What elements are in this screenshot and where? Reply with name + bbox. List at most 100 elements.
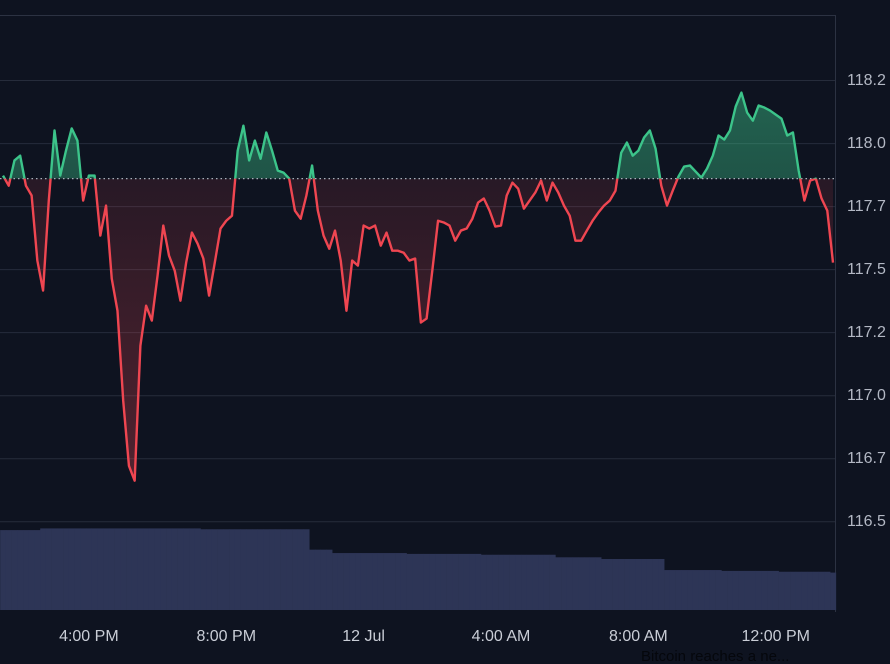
volume-bar (521, 554, 528, 610)
y-tick-label: 116.7 (847, 450, 886, 467)
y-tick-label: 117.2 (847, 324, 886, 341)
volume-bar (566, 557, 573, 610)
volume-bar (217, 529, 224, 610)
volume-bar (818, 571, 825, 610)
volume-bar (572, 557, 579, 610)
volume-bar (727, 570, 734, 610)
volume-bar (114, 528, 121, 610)
volume-bar (669, 570, 676, 610)
volume-bar (440, 553, 447, 610)
volume-bar (646, 559, 653, 610)
volume-bar (200, 529, 207, 610)
volume-bar (229, 529, 236, 610)
volume-bar (418, 553, 425, 610)
volume-bar (320, 549, 327, 610)
volume-bar (349, 553, 356, 610)
volume-bar (372, 553, 379, 610)
volume-bar (423, 553, 430, 610)
y-tick-label: 118.2 (847, 72, 886, 89)
volume-bar (74, 528, 81, 610)
volume-bar (429, 553, 436, 610)
volume-bar (446, 553, 453, 610)
volume-bar (360, 553, 367, 610)
volume-bar (269, 529, 276, 610)
volume-bar (286, 529, 293, 610)
volume-bar (206, 529, 213, 610)
volume-bar (641, 559, 648, 610)
volume-bar (750, 570, 757, 610)
areas (3, 92, 833, 481)
volume-bar (297, 529, 304, 610)
volume-bar (40, 528, 47, 610)
price-line-down (3, 178, 835, 482)
volume-bar (389, 553, 396, 610)
volume-bar (709, 570, 716, 610)
volume-bar (589, 557, 596, 610)
volume-bars (0, 528, 837, 610)
volume-bar (532, 554, 539, 610)
volume-bar (755, 570, 762, 610)
volume-bar (355, 553, 362, 610)
volume-bar (767, 570, 774, 610)
volume-bar (618, 559, 625, 610)
volume-bar (280, 529, 287, 610)
volume-bar (274, 529, 281, 610)
volume-bar (126, 528, 133, 610)
volume-bar (189, 528, 196, 610)
volume-bar (171, 528, 178, 610)
volume-bar (5, 530, 12, 610)
volume-bar (131, 528, 138, 610)
volume-bar (211, 529, 218, 610)
volume-bar (658, 559, 665, 610)
x-tick-label: 4:00 AM (472, 628, 531, 645)
volume-bar (343, 553, 350, 610)
price-line-up (1, 91, 818, 179)
footer-text: Bitcoin reaches a ne... (641, 648, 789, 664)
volume-bar (120, 528, 127, 610)
volume-bar (400, 553, 407, 610)
volume-bar (314, 549, 321, 610)
volume-bar (86, 528, 93, 610)
volume-bar (51, 528, 58, 610)
volume-bar (326, 549, 333, 610)
area-down (3, 178, 833, 481)
volume-bar (498, 554, 505, 610)
y-tick-label: 118.0 (847, 135, 886, 152)
volume-bar (612, 559, 619, 610)
volume-bar (692, 570, 699, 610)
x-tick-label: 12 Jul (342, 628, 385, 645)
volume-bar (458, 553, 465, 610)
volume-bar (183, 528, 190, 610)
volume-bar (795, 571, 802, 610)
volume-bar (383, 553, 390, 610)
volume-bar (303, 529, 310, 610)
volume-bar (509, 554, 516, 610)
volume-bar (240, 529, 247, 610)
volume-bar (406, 553, 413, 610)
volume-bar (103, 528, 110, 610)
volume-bar (137, 528, 144, 610)
volume-bar (11, 530, 18, 610)
volume-bar (377, 553, 384, 610)
volume-bar (635, 559, 642, 610)
volume-bar (475, 553, 482, 610)
volume-bar (332, 553, 339, 610)
volume-bar (538, 554, 545, 610)
volume-bar (584, 557, 591, 610)
volume-bar (721, 570, 728, 610)
volume-bar (503, 554, 510, 610)
volume-bar (395, 553, 402, 610)
volume-bar (830, 572, 837, 610)
volume-bar (252, 529, 259, 610)
volume-bar (715, 570, 722, 610)
volume-bar (412, 553, 419, 610)
volume-bar (194, 528, 201, 610)
volume-bar (801, 571, 808, 610)
volume-bar (738, 570, 745, 610)
volume-bar (732, 570, 739, 610)
area-up (3, 92, 801, 179)
volume-bar (91, 528, 98, 610)
volume-bar (675, 570, 682, 610)
volume-bar (45, 528, 52, 610)
